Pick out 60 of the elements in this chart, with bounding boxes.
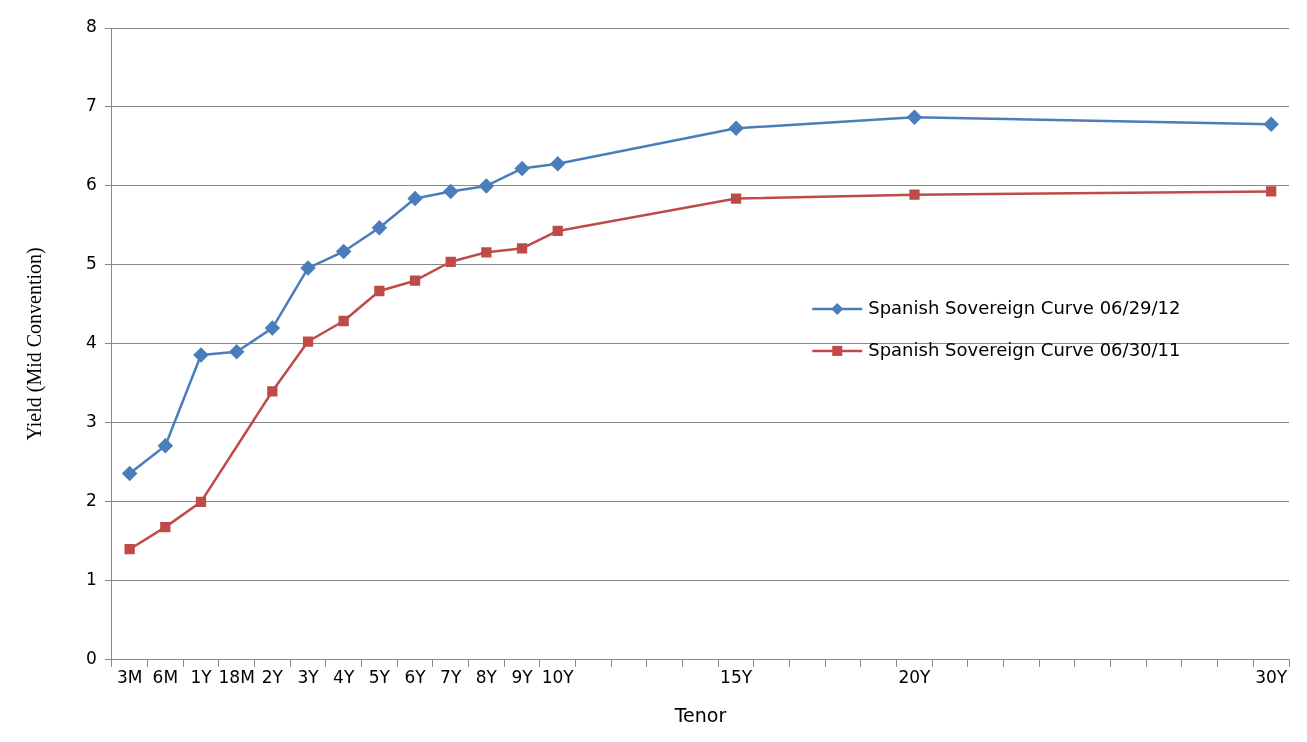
point [907, 109, 922, 125]
point [728, 121, 744, 136]
point [160, 521, 171, 533]
x-tick-label: 5Y [368, 667, 391, 688]
point [193, 347, 209, 363]
x-tick-label: 20Y [898, 667, 932, 688]
y-tick-label: 1 [85, 569, 97, 590]
x-tick-label: 4Y [333, 667, 355, 688]
point [552, 225, 563, 237]
point [1263, 117, 1279, 132]
point [265, 320, 280, 336]
point [481, 247, 492, 258]
x-tick-label: 9Y [511, 667, 534, 688]
y-tick-label: 3 [85, 411, 97, 432]
point [407, 191, 423, 206]
point [302, 336, 314, 347]
x-tick-label: 1Y [190, 667, 213, 688]
y-tick-label: 2 [85, 490, 97, 511]
y-tick-label: 0 [85, 648, 97, 669]
point [372, 220, 387, 236]
x-tick-label: 15Y [720, 667, 753, 688]
point [338, 315, 349, 327]
point [1266, 186, 1277, 197]
y-tick-label: 4 [85, 332, 97, 353]
x-tick-label: 8Y [475, 667, 498, 688]
point [124, 544, 135, 555]
point [195, 496, 207, 507]
point [516, 243, 528, 254]
y-tick-label: 7 [85, 95, 97, 116]
x-tick-label: 10Y [541, 667, 575, 688]
point [514, 161, 530, 176]
x-tick-label: 30Y [1255, 667, 1288, 688]
point [730, 193, 742, 204]
point [158, 438, 173, 454]
x-tick-label: 6Y [404, 667, 427, 688]
point [122, 466, 137, 481]
point [229, 344, 244, 360]
x-tick-label: 2Y [261, 667, 284, 688]
point [300, 260, 316, 276]
x-tick-label: 3Y [297, 667, 320, 688]
point [336, 244, 351, 259]
x-tick-label: 3M [116, 667, 143, 688]
x-tick-label: 7Y [440, 667, 462, 688]
point [267, 386, 278, 397]
x-axis-title: Tenor [673, 703, 727, 726]
point [409, 275, 421, 286]
y-axis-title: Yield (Mid Convention) [23, 247, 47, 441]
x-tick-label: 6M [152, 667, 179, 688]
point [443, 184, 458, 199]
x-tick-label: 18M [218, 667, 255, 688]
point [479, 178, 494, 194]
y-tick-label: 8 [85, 16, 97, 37]
point [445, 256, 456, 267]
y-tick-label: 6 [85, 174, 97, 195]
point [550, 156, 565, 172]
y-tick-label: 5 [85, 253, 97, 274]
legend-label: Spanish Sovereign Curve 06/29/12 [868, 296, 1181, 318]
point [909, 189, 920, 200]
legend-label: Spanish Sovereign Curve 06/30/11 [868, 338, 1181, 360]
point [374, 285, 385, 297]
